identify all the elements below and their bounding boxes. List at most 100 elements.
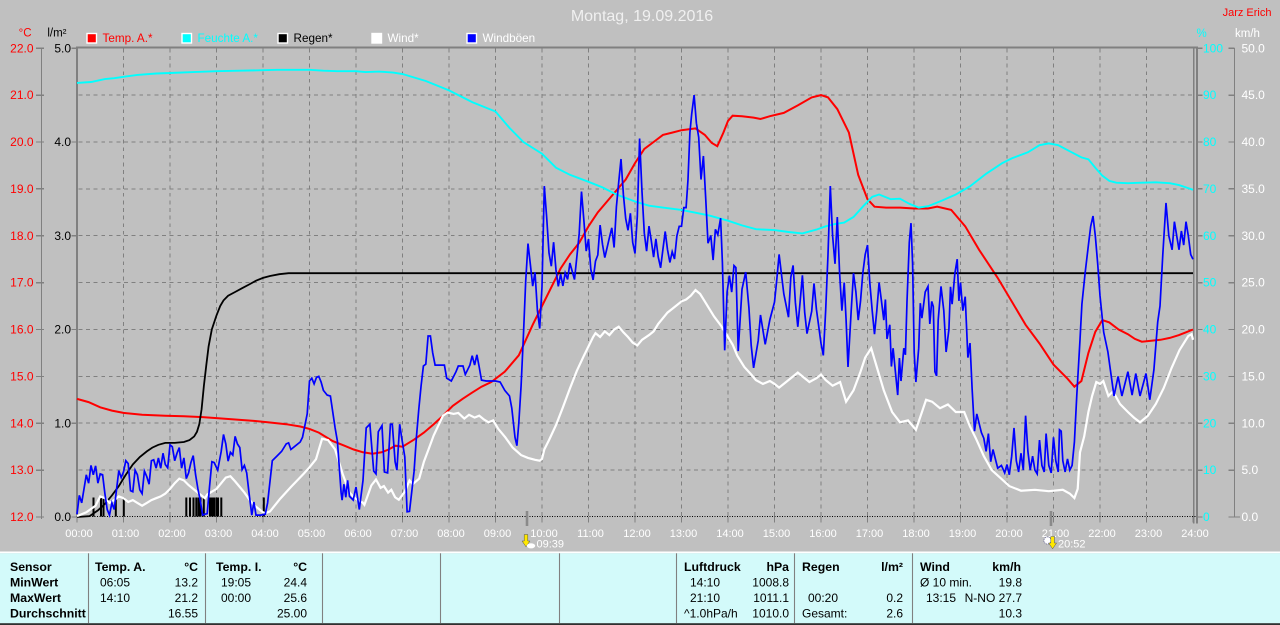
svg-text:°C: °C	[19, 28, 32, 40]
svg-text:Sensor: Sensor	[10, 560, 52, 574]
svg-text:%: %	[1197, 28, 1207, 40]
svg-text:16.55: 16.55	[168, 607, 198, 621]
svg-text:00:00: 00:00	[221, 591, 251, 605]
svg-text:20:52: 20:52	[1058, 539, 1086, 551]
svg-text:18.0: 18.0	[10, 229, 34, 243]
svg-text:Luftdruck: Luftdruck	[684, 560, 741, 574]
svg-text:24:00: 24:00	[1181, 528, 1209, 540]
svg-text:80: 80	[1203, 135, 1217, 149]
svg-text:13.0: 13.0	[10, 463, 34, 477]
svg-text:15.0: 15.0	[1242, 370, 1266, 384]
svg-text:km/h: km/h	[1235, 28, 1260, 40]
svg-text:2.6: 2.6	[886, 607, 903, 621]
svg-text:3.0: 3.0	[54, 229, 71, 243]
svg-text:0.0: 0.0	[54, 510, 71, 524]
svg-text:5.0: 5.0	[1242, 463, 1259, 477]
svg-text:MinWert: MinWert	[10, 576, 58, 590]
svg-text:21:10: 21:10	[690, 591, 720, 605]
svg-text:5.0: 5.0	[54, 41, 71, 55]
svg-text:21.0: 21.0	[10, 88, 34, 102]
svg-text:11:00: 11:00	[577, 528, 604, 540]
svg-text:25.6: 25.6	[284, 591, 308, 605]
svg-text:20.0: 20.0	[10, 135, 34, 149]
svg-text:00:00: 00:00	[65, 528, 93, 540]
svg-text:10: 10	[1203, 463, 1217, 477]
svg-text:14:10: 14:10	[100, 591, 130, 605]
svg-text:4.0: 4.0	[54, 135, 71, 149]
svg-text:17:00: 17:00	[856, 528, 884, 540]
svg-text:14:10: 14:10	[690, 576, 720, 590]
svg-text:40.0: 40.0	[1242, 135, 1266, 149]
svg-text:70: 70	[1203, 182, 1217, 196]
svg-text:Windböen: Windböen	[483, 32, 536, 45]
svg-text:06:05: 06:05	[100, 576, 130, 590]
svg-text:19:00: 19:00	[949, 528, 977, 540]
svg-text:N-NO 27.7: N-NO 27.7	[965, 591, 1023, 605]
svg-text:l/m²: l/m²	[881, 560, 903, 574]
svg-text:25.0: 25.0	[1242, 276, 1266, 290]
svg-text:03:00: 03:00	[205, 528, 233, 540]
svg-text:90: 90	[1203, 88, 1217, 102]
svg-text:18:00: 18:00	[902, 528, 930, 540]
svg-text:50: 50	[1203, 276, 1217, 290]
svg-text:09:39: 09:39	[537, 539, 565, 551]
svg-text:19.8: 19.8	[999, 576, 1023, 590]
svg-text:12:00: 12:00	[623, 528, 651, 540]
svg-text:10.0: 10.0	[1242, 416, 1266, 430]
svg-text:16.0: 16.0	[10, 323, 34, 337]
svg-text:100: 100	[1203, 41, 1223, 55]
svg-text:10.3: 10.3	[999, 607, 1023, 621]
svg-text:20.0: 20.0	[1242, 323, 1266, 337]
svg-text:19.0: 19.0	[10, 182, 34, 196]
svg-text:13:15: 13:15	[926, 591, 956, 605]
svg-text:Ø 10 min.: Ø 10 min.	[920, 576, 972, 590]
svg-text:16:00: 16:00	[809, 528, 837, 540]
svg-text:02:00: 02:00	[158, 528, 186, 540]
svg-text:01:00: 01:00	[112, 528, 140, 540]
svg-text:1008.8: 1008.8	[752, 576, 789, 590]
svg-text:25.00: 25.00	[277, 607, 307, 621]
svg-text:22:00: 22:00	[1088, 528, 1116, 540]
svg-text:08:00: 08:00	[437, 528, 465, 540]
svg-text:14:00: 14:00	[716, 528, 744, 540]
svg-text:Jarz Erich: Jarz Erich	[1223, 7, 1272, 19]
svg-text:l/m²: l/m²	[47, 28, 66, 40]
svg-text:2.0: 2.0	[54, 323, 71, 337]
svg-text:06:00: 06:00	[344, 528, 372, 540]
svg-text:0: 0	[1203, 510, 1210, 524]
svg-text:km/h: km/h	[992, 560, 1021, 574]
svg-text:21.2: 21.2	[175, 591, 199, 605]
svg-text:^1.0hPa/h: ^1.0hPa/h	[684, 607, 738, 621]
svg-text:14.0: 14.0	[10, 416, 34, 430]
svg-text:13:00: 13:00	[670, 528, 698, 540]
svg-text:24.4: 24.4	[284, 576, 308, 590]
svg-text:Wind: Wind	[920, 560, 950, 574]
svg-text:Regen*: Regen*	[294, 32, 333, 45]
svg-text:04:00: 04:00	[251, 528, 279, 540]
svg-text:00:20: 00:20	[808, 591, 838, 605]
svg-text:22.0: 22.0	[10, 41, 34, 55]
svg-text:05:00: 05:00	[298, 528, 326, 540]
svg-text:09:00: 09:00	[484, 528, 512, 540]
svg-text:45.0: 45.0	[1242, 88, 1266, 102]
svg-text:1010.0: 1010.0	[752, 607, 789, 621]
svg-text:30.0: 30.0	[1242, 229, 1266, 243]
svg-text:60: 60	[1203, 229, 1217, 243]
svg-text:13.2: 13.2	[175, 576, 199, 590]
svg-text:15.0: 15.0	[10, 370, 34, 384]
svg-text:23:00: 23:00	[1135, 528, 1163, 540]
svg-text:Regen: Regen	[802, 560, 840, 574]
svg-text:15:00: 15:00	[763, 528, 791, 540]
svg-text:°C: °C	[293, 560, 307, 574]
svg-text:50.0: 50.0	[1242, 41, 1266, 55]
svg-text:35.0: 35.0	[1242, 182, 1266, 196]
svg-text:Wind*: Wind*	[388, 32, 420, 45]
svg-text:Feuchte A.*: Feuchte A.*	[198, 32, 259, 45]
svg-text:Montag, 19.09.2016: Montag, 19.09.2016	[571, 8, 713, 25]
svg-text:12.0: 12.0	[10, 510, 34, 524]
svg-text:19:05: 19:05	[221, 576, 251, 590]
svg-text:1.0: 1.0	[54, 416, 71, 430]
svg-text:1011.1: 1011.1	[753, 591, 789, 605]
svg-text:Temp. A.*: Temp. A.*	[103, 32, 153, 45]
svg-text:10:00: 10:00	[530, 528, 558, 540]
